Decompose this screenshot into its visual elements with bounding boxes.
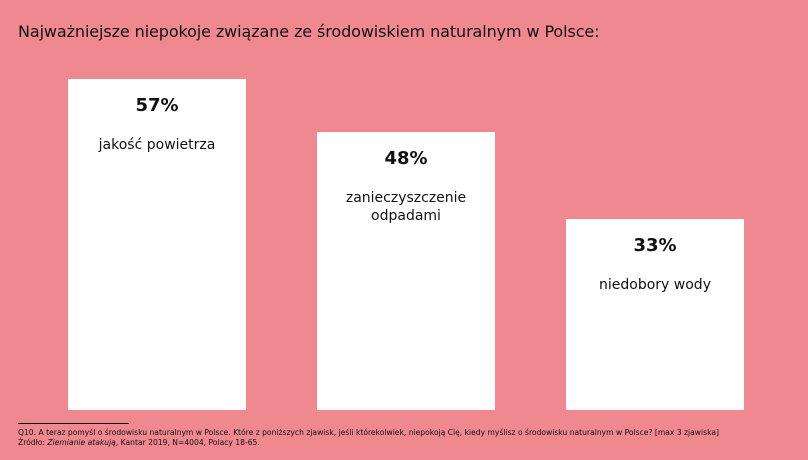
- bar-category-label: niedobory wody: [599, 276, 711, 293]
- footer-divider: [18, 423, 129, 424]
- bar-value-label: 57%: [135, 95, 179, 117]
- bar-category-label: jakość powietrza: [98, 137, 216, 154]
- bar: 33% niedobory wody: [566, 218, 744, 410]
- bar-value-label: 33%: [633, 234, 677, 256]
- chart-title: Najważniejsze niepokoje związane ze środ…: [18, 22, 600, 41]
- source-note: Źródło: Ziemianie atakują, Kantar 2019, …: [18, 438, 790, 448]
- bar-category-label: zanieczyszczenie odpadami: [345, 189, 467, 224]
- bar: 57% jakość powietrza: [68, 79, 246, 410]
- bar-chart: 57% jakość powietrza 48% zanieczyszczenie o…: [68, 79, 744, 410]
- footer-notes: Q10. A teraz pomyśl o środowisku natural…: [18, 428, 790, 448]
- survey-question: Q10. A teraz pomyśl o środowisku natural…: [18, 428, 719, 437]
- bar: 48% zanieczyszczenie odpadami: [317, 131, 495, 410]
- source-title: Ziemianie atakują: [47, 438, 116, 447]
- source-details: , Kantar 2019, N=4004, Polacy 18-65.: [115, 438, 260, 447]
- source-prefix: Źródło:: [18, 438, 45, 447]
- bar-value-label: 48%: [384, 147, 428, 169]
